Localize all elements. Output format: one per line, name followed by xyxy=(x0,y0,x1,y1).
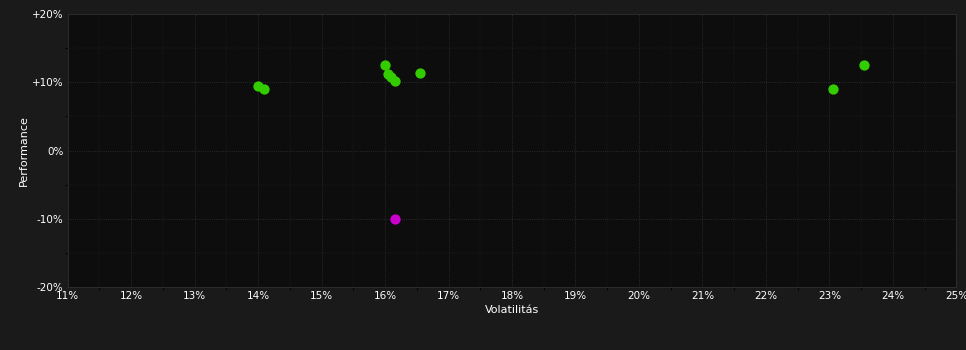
Point xyxy=(857,62,872,68)
Point xyxy=(381,71,396,77)
Point xyxy=(378,62,393,68)
Point xyxy=(250,83,266,89)
Y-axis label: Performance: Performance xyxy=(19,115,29,186)
X-axis label: Volatilitás: Volatilitás xyxy=(485,305,539,315)
Point xyxy=(386,216,402,222)
Point xyxy=(257,86,272,92)
Point xyxy=(386,78,402,84)
Point xyxy=(384,74,399,79)
Point xyxy=(825,86,840,92)
Point xyxy=(412,71,428,76)
